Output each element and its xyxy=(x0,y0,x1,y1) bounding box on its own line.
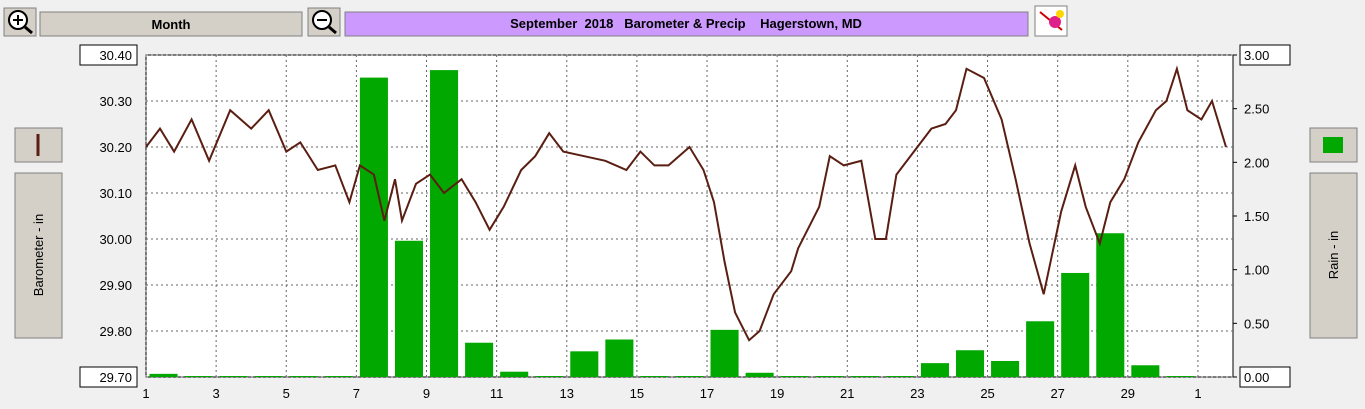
y2-tick-label: 2.50 xyxy=(1244,102,1269,117)
bar xyxy=(815,376,844,377)
chart-title: September 2018 Barometer & Precip Hagers… xyxy=(510,16,862,31)
bar xyxy=(710,329,739,377)
bar xyxy=(1096,233,1125,377)
tick-box xyxy=(1239,44,1291,66)
bar xyxy=(920,363,949,377)
bar xyxy=(465,342,494,377)
x-tick-label: 17 xyxy=(700,386,714,401)
bar xyxy=(394,240,424,377)
period-box[interactable] xyxy=(39,11,303,37)
y-tick-label: 29.80 xyxy=(99,324,132,339)
y2-axis-label: Rain - in xyxy=(1326,231,1341,279)
bar xyxy=(850,376,879,377)
bar xyxy=(885,376,914,377)
bar xyxy=(675,376,704,377)
bar xyxy=(219,376,248,377)
bar xyxy=(535,376,564,377)
bar xyxy=(289,376,318,377)
bar xyxy=(1166,376,1195,377)
plot: 29.7029.8029.9030.0030.1030.2030.3030.40… xyxy=(79,44,1291,401)
bar xyxy=(780,376,809,377)
y2-tick-label: 2.00 xyxy=(1244,155,1269,170)
period-label: Month xyxy=(152,17,191,32)
bar xyxy=(184,376,213,377)
bar xyxy=(359,77,388,377)
settings-button[interactable] xyxy=(1034,5,1068,37)
x-tick-label: 5 xyxy=(283,386,290,401)
y-tick-label: 29.90 xyxy=(99,278,132,293)
x-tick-label: 15 xyxy=(630,386,644,401)
legend-swatch xyxy=(1323,137,1343,153)
bar xyxy=(991,360,1020,377)
bar xyxy=(1061,272,1090,377)
tick-box xyxy=(1239,366,1291,388)
bar xyxy=(500,371,529,377)
x-tick-label: 23 xyxy=(910,386,924,401)
x-tick-label: 25 xyxy=(980,386,994,401)
x-tick-label: 21 xyxy=(840,386,854,401)
x-tick-label: 9 xyxy=(423,386,430,401)
y-axis-label: Barometer - in xyxy=(31,214,46,296)
y2-tick-label: 1.00 xyxy=(1244,263,1269,278)
x-tick-label: 19 xyxy=(770,386,784,401)
x-tick-label: 13 xyxy=(560,386,574,401)
x-tick-label: 3 xyxy=(213,386,220,401)
bar xyxy=(149,373,178,377)
bar xyxy=(1026,321,1055,377)
bar xyxy=(605,339,634,377)
bar xyxy=(254,376,283,377)
x-tick-label: 27 xyxy=(1050,386,1064,401)
y2-tick-label: 0.00 xyxy=(1244,370,1269,385)
bar xyxy=(955,350,985,377)
bar xyxy=(640,376,669,377)
x-tick-label: 1 xyxy=(1194,386,1201,401)
bar xyxy=(324,376,353,377)
bar xyxy=(570,351,599,377)
line xyxy=(145,65,1227,342)
axis-button-left[interactable] xyxy=(14,172,63,339)
bar xyxy=(1131,365,1160,377)
title-box xyxy=(344,11,1029,37)
y2-tick-label: 1.50 xyxy=(1244,209,1269,224)
y-tick-label: 30.00 xyxy=(99,232,132,247)
y2-tick-label: 3.00 xyxy=(1244,48,1269,63)
y-tick-label: 30.40 xyxy=(99,48,132,63)
bar xyxy=(745,372,774,377)
x-tick-label: 1 xyxy=(142,386,149,401)
x-tick-label: 7 xyxy=(353,386,360,401)
x-tick-label: 29 xyxy=(1121,386,1135,401)
y-tick-label: 30.10 xyxy=(99,186,132,201)
axis-button-right[interactable] xyxy=(1309,172,1358,339)
x-tick-label: 11 xyxy=(490,386,504,401)
y2-tick-label: 0.50 xyxy=(1244,316,1269,331)
zoom-out-button[interactable] xyxy=(307,7,341,37)
y-tick-label: 30.30 xyxy=(99,94,132,109)
y-tick-label: 29.70 xyxy=(99,370,132,385)
tick-box xyxy=(79,366,138,388)
tick-box xyxy=(79,44,138,66)
bar xyxy=(430,70,459,377)
y-tick-label: 30.20 xyxy=(99,140,132,155)
zoom-in-button[interactable] xyxy=(3,7,37,37)
